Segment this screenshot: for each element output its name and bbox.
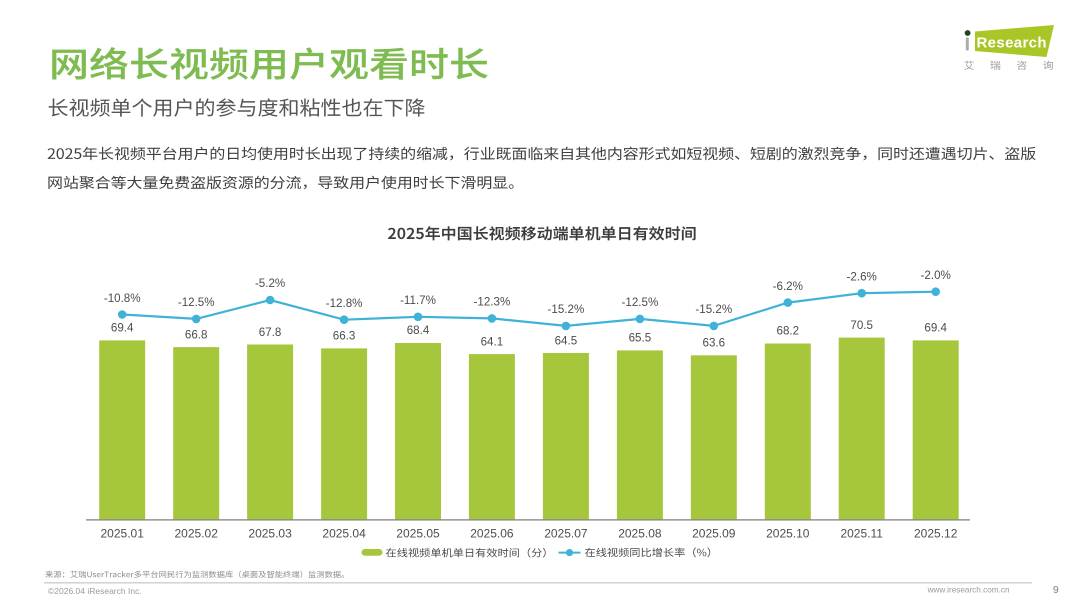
svg-text:-15.2%: -15.2% <box>548 303 585 316</box>
svg-text:-2.0%: -2.0% <box>921 269 951 282</box>
svg-text:Research: Research <box>977 34 1047 51</box>
svg-text:67.8: 67.8 <box>259 326 282 339</box>
svg-text:69.4: 69.4 <box>924 322 947 335</box>
svg-text:2025.11: 2025.11 <box>840 526 883 540</box>
svg-text:2025.09: 2025.09 <box>692 526 736 540</box>
svg-text:66.3: 66.3 <box>333 330 356 343</box>
svg-text:2025.02: 2025.02 <box>175 526 219 540</box>
svg-text:2025.06: 2025.06 <box>470 526 514 540</box>
svg-text:-12.8%: -12.8% <box>326 297 363 310</box>
svg-text:-10.8%: -10.8% <box>104 292 141 305</box>
svg-text:-12.5%: -12.5% <box>178 296 215 309</box>
svg-text:68.4: 68.4 <box>407 324 430 337</box>
svg-text:2025.01: 2025.01 <box>101 526 145 540</box>
svg-text:64.5: 64.5 <box>555 334 578 347</box>
svg-text:-12.5%: -12.5% <box>622 296 659 309</box>
svg-text:2025.05: 2025.05 <box>396 526 440 540</box>
svg-text:-15.2%: -15.2% <box>695 303 732 316</box>
svg-text:-2.6%: -2.6% <box>847 271 877 284</box>
svg-text:2025.12: 2025.12 <box>914 526 958 540</box>
svg-text:68.2: 68.2 <box>777 325 800 338</box>
svg-text:-5.2%: -5.2% <box>255 277 285 290</box>
svg-text:9: 9 <box>1053 584 1059 596</box>
svg-text:65.5: 65.5 <box>629 332 652 345</box>
svg-text:69.4: 69.4 <box>111 322 134 335</box>
svg-text:66.8: 66.8 <box>185 328 208 341</box>
svg-text:64.1: 64.1 <box>481 335 504 348</box>
svg-text:2025.03: 2025.03 <box>248 526 292 540</box>
svg-text:-6.2%: -6.2% <box>773 280 803 293</box>
svg-text:www.iresearch.com.cn: www.iresearch.com.cn <box>927 585 1010 594</box>
svg-text:-11.7%: -11.7% <box>400 294 436 307</box>
svg-text:©2026.04 iResearch Inc.: ©2026.04 iResearch Inc. <box>48 586 142 596</box>
svg-text:-12.3%: -12.3% <box>474 296 511 309</box>
svg-text:2025.10: 2025.10 <box>766 526 810 540</box>
svg-text:2025.08: 2025.08 <box>618 526 662 540</box>
svg-text:63.6: 63.6 <box>703 337 726 350</box>
svg-text:2025.07: 2025.07 <box>544 526 588 540</box>
svg-text:2025.04: 2025.04 <box>322 526 366 540</box>
svg-text:70.5: 70.5 <box>850 319 873 332</box>
